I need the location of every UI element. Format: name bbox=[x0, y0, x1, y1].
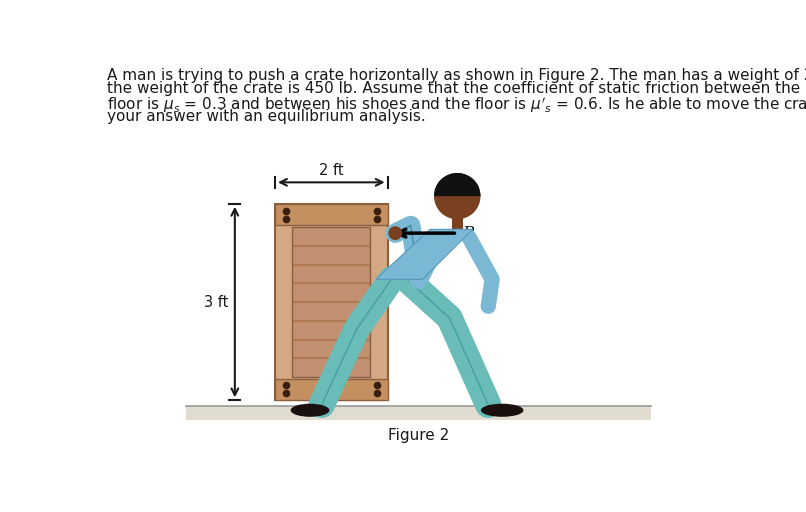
Bar bbox=[292, 227, 371, 377]
Bar bbox=[186, 407, 651, 420]
Bar bbox=[275, 204, 388, 225]
Text: your answer with an equilibrium analysis.: your answer with an equilibrium analysis… bbox=[107, 109, 426, 124]
Ellipse shape bbox=[291, 403, 330, 417]
Ellipse shape bbox=[481, 403, 524, 417]
Bar bbox=[275, 204, 388, 400]
Text: the weight of the crate is 450 lb. Assume that the coefficient of static frictio: the weight of the crate is 450 lb. Assum… bbox=[107, 81, 806, 96]
Text: floor is $\mu_s$ = 0.3 and between his shoes and the floor is $\mu'_s$ = 0.6. Is: floor is $\mu_s$ = 0.3 and between his s… bbox=[107, 95, 806, 115]
Text: P: P bbox=[462, 225, 473, 242]
Polygon shape bbox=[376, 229, 473, 280]
Text: 2 ft: 2 ft bbox=[319, 163, 343, 178]
Wedge shape bbox=[434, 173, 480, 196]
Text: 3 ft: 3 ft bbox=[204, 294, 229, 310]
Circle shape bbox=[388, 226, 402, 240]
Text: A man is trying to push a crate horizontally as shown in Figure 2. The man has a: A man is trying to push a crate horizont… bbox=[107, 68, 806, 82]
Text: Figure 2: Figure 2 bbox=[388, 428, 449, 443]
Circle shape bbox=[434, 173, 480, 219]
Bar bbox=[275, 379, 388, 400]
Wedge shape bbox=[434, 173, 479, 196]
Bar bbox=[452, 216, 463, 229]
